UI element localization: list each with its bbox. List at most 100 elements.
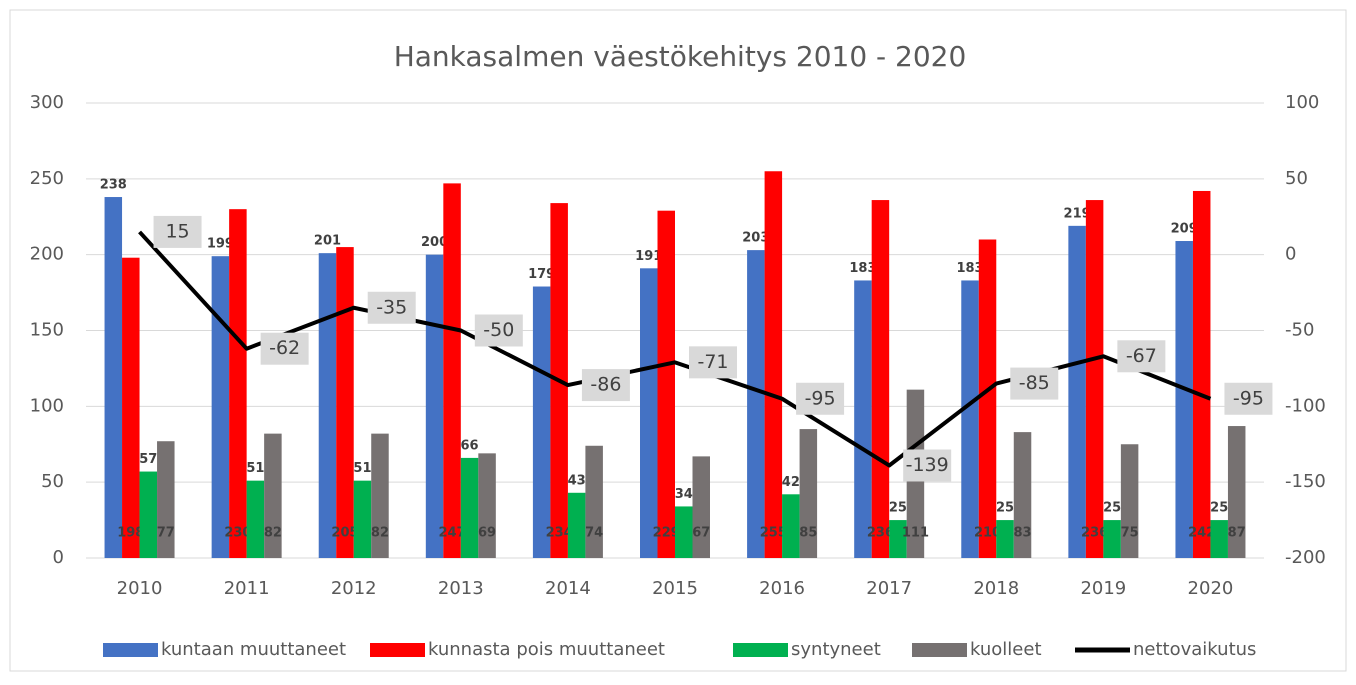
data-label: 230: [224, 526, 251, 541]
x-tick-label: 2017: [866, 578, 912, 599]
data-label: 82: [371, 526, 389, 541]
bar: [1103, 520, 1121, 558]
bar: [104, 197, 123, 559]
data-label: 69: [478, 526, 496, 541]
data-label: 51: [353, 461, 371, 476]
y2-tick-label: -200: [1285, 547, 1326, 568]
bar: [211, 256, 230, 558]
bar: [460, 457, 479, 558]
data-label: 198: [117, 526, 144, 541]
bar: [1013, 432, 1032, 558]
bar: [1085, 200, 1104, 559]
data-label: -95: [1233, 387, 1264, 409]
y-tick-label: 300: [30, 92, 64, 113]
x-tick-label: 2015: [652, 578, 698, 599]
data-label: 82: [264, 526, 282, 541]
bar: [585, 445, 603, 558]
bar: [157, 441, 175, 558]
bar: [139, 471, 158, 558]
data-label: 83: [1013, 526, 1031, 541]
bar: [1068, 225, 1086, 558]
x-tick-label: 2012: [331, 578, 377, 599]
legend-swatch: [370, 643, 425, 657]
bar: [854, 280, 872, 558]
legend-swatch: [912, 643, 967, 657]
data-label: 247: [438, 526, 465, 541]
data-label: 203: [742, 231, 769, 246]
legend-label: syntyneet: [791, 639, 881, 660]
data-label: -71: [697, 351, 728, 373]
data-label-box: [581, 369, 630, 402]
data-label-box: [474, 314, 523, 347]
data-label: 242: [1188, 526, 1215, 541]
data-label: 75: [1121, 526, 1139, 541]
data-label-box: [689, 346, 737, 379]
data-label-box: [1224, 382, 1273, 415]
bar: [1175, 241, 1193, 558]
data-label-box: [796, 382, 845, 415]
data-label: 191: [635, 249, 662, 264]
y2-tick-label: -50: [1285, 320, 1314, 341]
bar: [961, 280, 979, 558]
data-label: 25: [1103, 501, 1121, 516]
bar: [1227, 426, 1246, 558]
bar: [246, 480, 265, 558]
legend-label: nettovaikutus: [1133, 639, 1256, 660]
data-label: 25: [889, 501, 907, 516]
bar: [1120, 444, 1139, 558]
x-tick-label: 2016: [759, 578, 805, 599]
data-label: -139: [906, 454, 949, 476]
bar: [675, 506, 693, 558]
bar: [782, 494, 800, 558]
bar: [657, 210, 675, 558]
y-tick-label: 50: [41, 471, 64, 492]
data-label: -50: [483, 319, 514, 341]
legend-swatch: [103, 643, 158, 657]
legend-swatch: [733, 643, 788, 657]
y-tick-label: 0: [53, 547, 64, 568]
legend-label: kuntaan muuttaneet: [161, 639, 346, 660]
bar: [122, 257, 140, 558]
data-label: 51: [246, 461, 264, 476]
y-tick-label: 250: [30, 168, 64, 189]
y2-tick-label: 100: [1285, 92, 1319, 113]
bar: [425, 254, 444, 558]
bar: [1210, 520, 1228, 558]
data-label: 210: [974, 526, 1001, 541]
bar: [747, 250, 765, 558]
data-label: 199: [207, 237, 234, 252]
y-tick-label: 100: [30, 395, 64, 416]
data-label-box: [367, 291, 416, 324]
bar: [978, 239, 997, 558]
bar: [443, 183, 461, 558]
data-label: 15: [165, 220, 189, 242]
data-label: 183: [849, 261, 876, 276]
y2-tick-label: -100: [1285, 395, 1326, 416]
data-label: 179: [528, 267, 555, 282]
data-label: 219: [1064, 206, 1091, 221]
data-label: 229: [653, 526, 680, 541]
bar: [532, 286, 551, 558]
data-label-box: [260, 332, 309, 365]
data-label: 25: [996, 501, 1014, 516]
data-label: 236: [1081, 526, 1108, 541]
data-label: 234: [546, 526, 573, 541]
data-label: -86: [590, 374, 621, 396]
y2-tick-label: 0: [1285, 244, 1296, 265]
legend-label: kunnasta pois muuttaneet: [428, 639, 665, 660]
x-tick-label: 2018: [973, 578, 1019, 599]
data-label: 183: [956, 261, 983, 276]
data-label: 74: [585, 526, 603, 541]
data-label: -62: [269, 337, 300, 359]
bar: [336, 247, 354, 559]
y2-tick-label: 50: [1285, 168, 1308, 189]
x-tick-label: 2013: [438, 578, 484, 599]
legend-label: kuolleet: [970, 639, 1042, 660]
data-label: -85: [1019, 372, 1050, 394]
bar: [692, 456, 710, 558]
data-label: 238: [100, 178, 127, 193]
data-label-box: [1117, 340, 1166, 373]
data-label: 111: [902, 526, 929, 541]
data-label-box: [1010, 367, 1059, 400]
x-tick-label: 2020: [1188, 578, 1234, 599]
